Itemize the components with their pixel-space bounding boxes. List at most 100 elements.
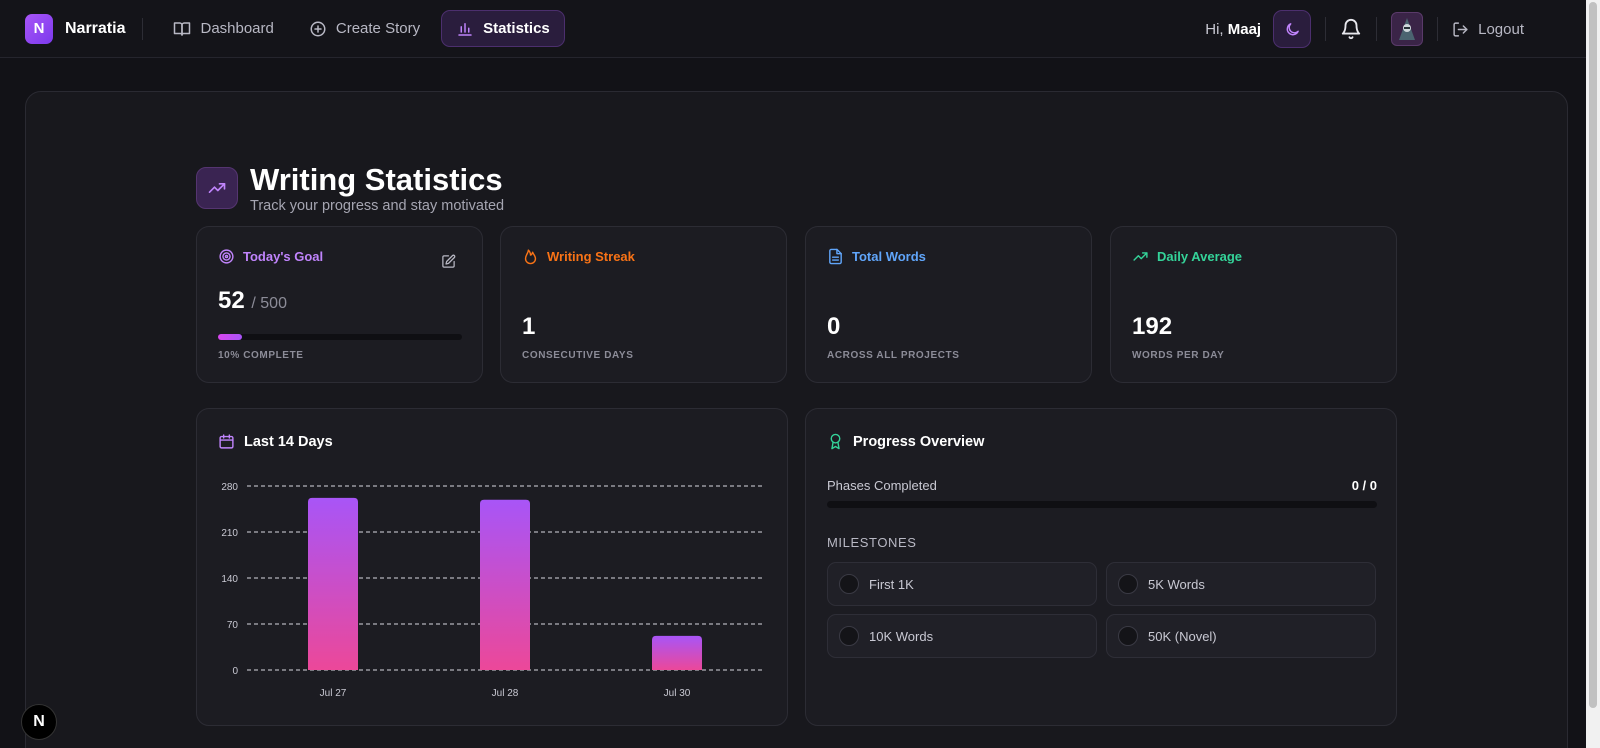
chart-bar[interactable] bbox=[652, 635, 702, 670]
goal-current: 52 bbox=[218, 287, 245, 314]
nav-create-story[interactable]: Create Story bbox=[295, 10, 434, 47]
streak-value: 1 bbox=[522, 313, 536, 340]
milestone-status-dot bbox=[1118, 574, 1138, 594]
flame-icon bbox=[524, 249, 537, 265]
x-tick-label: Jul 30 bbox=[664, 688, 691, 699]
goal-progress-bar bbox=[218, 334, 462, 340]
daily-average-caption: WORDS PER DAY bbox=[1132, 350, 1225, 361]
daily-average-card: Daily Average 192 WORDS PER DAY bbox=[1110, 226, 1397, 383]
goal-progress-fill bbox=[218, 334, 243, 340]
total-words-label: Total Words bbox=[827, 248, 926, 265]
greeting: Hi, Maaj bbox=[1205, 21, 1261, 38]
progress-overview-card: Progress Overview Phases Completed 0 / 0… bbox=[805, 408, 1397, 726]
user-name: Maaj bbox=[1227, 20, 1262, 38]
milestone-item: 50K (Novel) bbox=[1106, 614, 1376, 658]
milestone-label: 10K Words bbox=[869, 628, 934, 644]
todays-goal-label: Today's Goal bbox=[218, 248, 323, 265]
bell-icon bbox=[1341, 19, 1361, 40]
writing-streak-label: Writing Streak bbox=[522, 248, 635, 265]
milestone-item: 5K Words bbox=[1106, 562, 1376, 606]
daily-average-value: 192 bbox=[1132, 313, 1173, 340]
milestone-label: 50K (Novel) bbox=[1148, 628, 1217, 644]
nav-create-story-label: Create Story bbox=[335, 20, 421, 37]
edit-icon bbox=[442, 254, 456, 268]
nav-right: Hi, Maaj Logout bbox=[1205, 0, 1586, 58]
streak-caption: CONSECUTIVE DAYS bbox=[522, 350, 634, 361]
brand-name: Narratia bbox=[65, 19, 126, 37]
book-open-icon bbox=[174, 21, 191, 36]
milestone-status-dot bbox=[839, 574, 859, 594]
dev-tools-badge[interactable]: N bbox=[21, 704, 57, 740]
goal-caption: 10% COMPLETE bbox=[218, 350, 304, 361]
x-tick-label: Jul 27 bbox=[320, 688, 347, 699]
total-words-text: Total Words bbox=[852, 249, 926, 264]
y-tick-label: 140 bbox=[221, 574, 238, 585]
x-tick-label: Jul 28 bbox=[492, 688, 519, 699]
bar-chart: 280 210 140 70 0 Jul 27 Jul 28 Jul 30 bbox=[221, 482, 763, 699]
nav-dashboard[interactable]: Dashboard bbox=[159, 10, 287, 47]
goal-target: / 500 bbox=[251, 295, 287, 312]
greeting-prefix: Hi, bbox=[1205, 20, 1224, 38]
avatar-image-icon bbox=[1399, 18, 1416, 40]
bar-chart-icon bbox=[458, 22, 472, 36]
logout-icon bbox=[1453, 21, 1468, 37]
separator bbox=[1437, 17, 1439, 41]
page-subtitle: Track your progress and stay motivated bbox=[250, 198, 505, 214]
last-14-days-card: 280 210 140 70 0 Jul 27 Jul 28 Jul 30 Last 14 D… bbox=[196, 408, 788, 726]
award-icon bbox=[830, 433, 841, 450]
page-scrollbar[interactable] bbox=[1586, 0, 1600, 748]
brand[interactable]: N Narratia bbox=[25, 13, 126, 44]
chart-bar[interactable] bbox=[308, 497, 358, 670]
calendar-icon bbox=[219, 434, 234, 449]
total-words-value: 0 bbox=[827, 313, 841, 340]
logout-button[interactable]: Logout bbox=[1452, 21, 1524, 38]
milestones-label: MILESTONES bbox=[827, 535, 917, 550]
milestone-status-dot bbox=[839, 626, 859, 646]
separator bbox=[1376, 17, 1378, 41]
nav-statistics[interactable]: Statistics bbox=[441, 10, 565, 47]
y-tick-label: 70 bbox=[227, 620, 239, 631]
separator bbox=[1325, 17, 1327, 41]
todays-goal-text: Today's Goal bbox=[243, 249, 324, 264]
todays-goal-card: Today's Goal 52 / 500 10% COMPLETE bbox=[196, 226, 483, 383]
theme-toggle-button[interactable] bbox=[1273, 10, 1312, 48]
milestone-label: 5K Words bbox=[1148, 576, 1205, 592]
phases-row: Phases Completed 0 / 0 bbox=[827, 478, 1377, 493]
phases-value: 0 / 0 bbox=[1351, 478, 1377, 493]
user-avatar[interactable] bbox=[1391, 12, 1424, 46]
trending-up-icon bbox=[196, 167, 238, 209]
phases-label: Phases Completed bbox=[827, 478, 937, 493]
edit-goal-button[interactable] bbox=[441, 254, 456, 274]
writing-streak-card: Writing Streak 1 CONSECUTIVE DAYS bbox=[500, 226, 787, 383]
progress-title-text: Progress Overview bbox=[853, 433, 985, 450]
total-words-caption: ACROSS ALL PROJECTS bbox=[827, 350, 960, 361]
chart-title: Last 14 Days bbox=[218, 433, 333, 450]
y-tick-label: 280 bbox=[221, 482, 238, 493]
top-navbar: N Narratia Dashboard Create Story Statis… bbox=[0, 0, 1586, 58]
page-title: Writing Statistics bbox=[250, 162, 503, 197]
chart-title-text: Last 14 Days bbox=[244, 433, 333, 450]
logout-label: Logout bbox=[1478, 20, 1524, 38]
moon-icon bbox=[1286, 22, 1299, 35]
daily-average-text: Daily Average bbox=[1157, 249, 1243, 264]
nav-divider bbox=[142, 17, 144, 40]
y-tick-label: 0 bbox=[232, 666, 238, 677]
goal-value: 52 / 500 bbox=[218, 287, 287, 315]
total-words-card: Total Words 0 ACROSS ALL PROJECTS bbox=[805, 226, 1092, 383]
y-tick-label: 210 bbox=[221, 528, 238, 539]
milestone-label: First 1K bbox=[869, 576, 914, 592]
scrollbar-thumb[interactable] bbox=[1589, 2, 1597, 708]
writing-streak-text: Writing Streak bbox=[547, 249, 635, 264]
progress-title: Progress Overview bbox=[827, 433, 984, 450]
chart-bar[interactable] bbox=[480, 499, 530, 670]
brand-logo: N bbox=[25, 13, 53, 44]
notifications-button[interactable] bbox=[1340, 18, 1362, 40]
milestone-item: 10K Words bbox=[827, 614, 1097, 658]
phases-progress-bar bbox=[827, 501, 1377, 508]
trending-up-icon bbox=[1133, 252, 1148, 261]
milestone-status-dot bbox=[1118, 626, 1138, 646]
daily-average-label: Daily Average bbox=[1132, 248, 1242, 265]
plus-circle-icon bbox=[310, 21, 326, 36]
page-header: Writing Statistics Track your progress a… bbox=[196, 162, 504, 214]
nav-statistics-label: Statistics bbox=[483, 20, 550, 37]
